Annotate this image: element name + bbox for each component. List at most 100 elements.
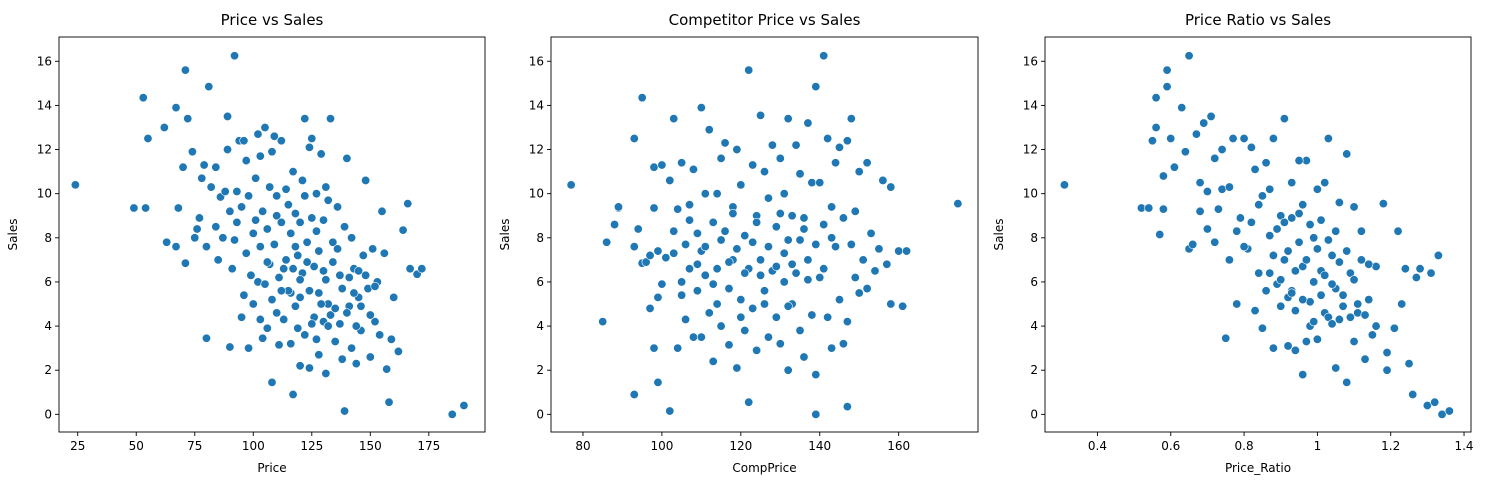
data-point [759, 299, 769, 309]
data-point [1254, 200, 1264, 210]
data-point [613, 202, 623, 212]
data-point [1320, 270, 1330, 280]
data-point [255, 242, 265, 252]
data-point [276, 217, 286, 227]
data-point [783, 235, 793, 245]
data-point [704, 125, 714, 135]
data-point [1250, 164, 1260, 174]
data-point [1265, 184, 1275, 194]
data-point [1246, 217, 1256, 227]
x-tick-label: 120 [729, 439, 752, 453]
data-point [823, 134, 833, 144]
data-point [641, 257, 651, 267]
data-point [886, 299, 896, 309]
data-point [724, 257, 734, 267]
data-point [759, 167, 769, 177]
data-point [708, 356, 718, 366]
y-tick-label: 8 [536, 231, 544, 245]
data-point [311, 189, 321, 199]
data-point [1290, 306, 1300, 316]
data-point [304, 142, 314, 152]
data-point [314, 288, 324, 298]
data-point [311, 334, 321, 344]
data-point [393, 346, 403, 356]
data-point [1279, 114, 1289, 124]
data-point [692, 228, 702, 238]
data-point [1426, 268, 1436, 278]
data-point [763, 242, 773, 252]
data-point [326, 310, 336, 320]
data-point [1261, 286, 1271, 296]
data-point [340, 406, 350, 416]
data-point [220, 186, 230, 196]
data-point [649, 203, 659, 213]
data-point [1195, 178, 1205, 188]
data-point [237, 202, 247, 212]
data-point [724, 284, 734, 294]
data-point [1411, 273, 1421, 283]
data-point [398, 225, 408, 235]
data-point [732, 145, 742, 155]
data-point [1283, 246, 1293, 256]
data-point [316, 299, 326, 309]
data-point [290, 209, 300, 219]
data-point [279, 314, 289, 324]
data-point [213, 255, 223, 265]
data-point [351, 359, 361, 369]
data-point [194, 213, 204, 223]
data-point [330, 303, 340, 313]
data-point [262, 224, 272, 234]
x-tick-label: 100 [242, 439, 265, 453]
data-point [1382, 365, 1392, 375]
data-point [748, 237, 758, 247]
data-point [775, 339, 785, 349]
data-point [846, 239, 856, 249]
data-point [255, 151, 265, 161]
data-point [1327, 279, 1337, 289]
data-point [1147, 136, 1157, 146]
data-point [293, 250, 303, 260]
data-point [653, 377, 663, 387]
data-point [653, 292, 663, 302]
data-point [1298, 370, 1308, 380]
data-point [267, 377, 277, 387]
data-point [276, 286, 286, 296]
data-point [807, 178, 817, 188]
data-point [827, 343, 837, 353]
data-point [886, 182, 896, 192]
data-point [201, 242, 211, 252]
y-tick-label: 8 [1030, 231, 1038, 245]
data-point [1272, 224, 1282, 234]
data-point [321, 369, 331, 379]
data-point [1257, 191, 1267, 201]
data-point [1246, 142, 1256, 152]
data-point [744, 65, 754, 75]
data-point [351, 321, 361, 331]
data-point [389, 292, 399, 302]
data-point [1301, 255, 1311, 265]
data-point [375, 330, 385, 340]
x-tick-label: 80 [575, 439, 590, 453]
data-point [239, 136, 249, 146]
y-tick-label: 10 [1023, 187, 1038, 201]
data-point [685, 264, 695, 274]
data-point [304, 363, 314, 373]
data-point [347, 343, 357, 353]
data-point [1298, 295, 1308, 305]
data-point [838, 213, 848, 223]
data-point [272, 191, 282, 201]
data-point [1331, 363, 1341, 373]
data-point [340, 222, 350, 232]
data-point [673, 204, 683, 214]
data-point [354, 266, 364, 276]
data-point [1213, 204, 1223, 214]
y-axis-label: Sales [6, 219, 20, 251]
data-point [1334, 257, 1344, 267]
data-point [1202, 186, 1212, 196]
data-point [831, 158, 841, 168]
data-point [358, 250, 368, 260]
data-point [1320, 178, 1330, 188]
data-point [288, 167, 298, 177]
data-point [290, 242, 300, 252]
data-point [248, 299, 258, 309]
